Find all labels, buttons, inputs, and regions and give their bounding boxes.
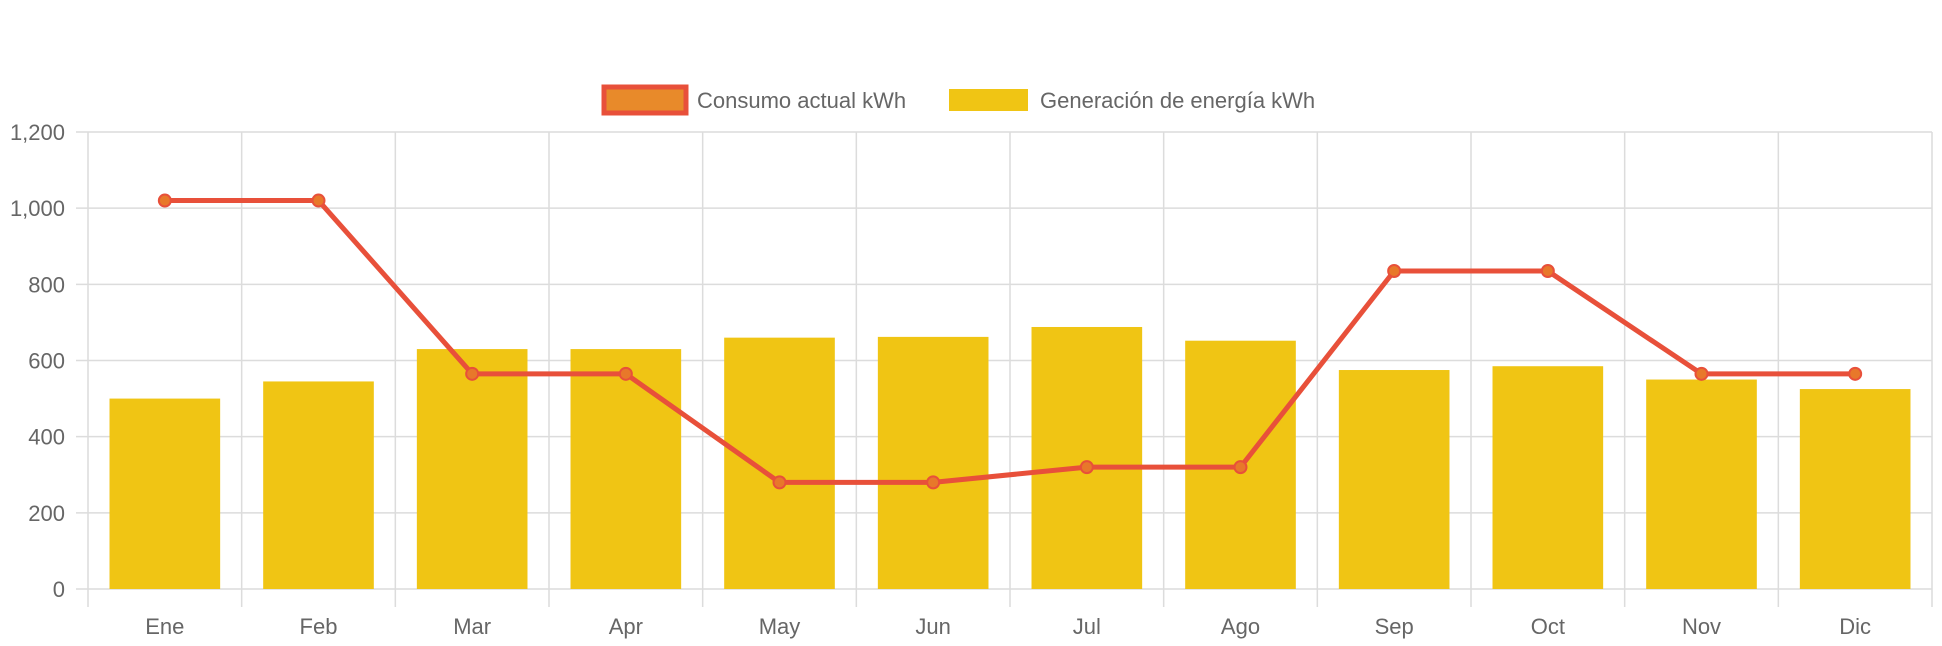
point-consumo[interactable] [1848, 366, 1863, 381]
y-tick-label: 0 [53, 577, 65, 602]
y-tick-label: 400 [28, 425, 65, 450]
bar-generacion[interactable] [109, 398, 221, 589]
point-consumo[interactable] [1540, 264, 1555, 279]
bar-generacion[interactable] [570, 349, 682, 589]
point-consumo[interactable] [465, 366, 480, 381]
bar-generacion[interactable] [263, 381, 374, 589]
bar-generacion[interactable] [1338, 370, 1450, 589]
x-tick-label: Ene [145, 614, 184, 639]
point-consumo[interactable] [1694, 366, 1709, 381]
point-consumo[interactable] [1079, 460, 1094, 475]
y-tick-label: 200 [28, 501, 65, 526]
y-tick-label: 1,000 [10, 196, 65, 221]
point-consumo[interactable] [1233, 460, 1248, 475]
legend-swatch-generacion [949, 89, 1028, 111]
grid [76, 131, 1933, 607]
bar-generacion[interactable] [416, 349, 528, 589]
legend-swatch-consumo [601, 84, 689, 116]
point-consumo[interactable] [926, 475, 941, 490]
y-tick-label: 1,200 [10, 120, 65, 145]
x-tick-label: Jul [1073, 614, 1101, 639]
y-axis: 0 200 400 600 800 1,000 1,200 [10, 120, 65, 602]
x-tick-label: Ago [1221, 614, 1260, 639]
legend: Consumo actual kWh Generación de energía… [601, 84, 1315, 116]
bar-generacion[interactable] [877, 336, 989, 589]
bar-generacion[interactable] [1031, 326, 1143, 589]
point-consumo[interactable] [311, 193, 326, 208]
point-consumo[interactable] [772, 475, 787, 490]
x-tick-label: Mar [453, 614, 491, 639]
point-consumo[interactable] [157, 193, 172, 208]
x-tick-label: Feb [300, 614, 338, 639]
bar-series-generacion [109, 326, 1911, 589]
x-tick-label: Sep [1375, 614, 1414, 639]
legend-label-generacion: Generación de energía kWh [1040, 88, 1315, 113]
line-consumo [164, 198, 1856, 485]
x-tick-label: Apr [609, 614, 643, 639]
point-consumo[interactable] [1387, 264, 1402, 279]
legend-item-consumo[interactable]: Consumo actual kWh [601, 84, 906, 116]
line-series-consumo [157, 193, 1863, 490]
x-tick-label: Jun [915, 614, 950, 639]
x-tick-label: Oct [1531, 614, 1565, 639]
bar-generacion[interactable] [1492, 366, 1604, 589]
x-tick-label: May [759, 614, 801, 639]
x-tick-label: Nov [1682, 614, 1721, 639]
legend-item-generacion[interactable]: Generación de energía kWh [949, 88, 1315, 113]
legend-label-consumo: Consumo actual kWh [697, 88, 906, 113]
x-tick-label: Dic [1839, 614, 1871, 639]
x-axis: Ene Feb Mar Apr May Jun Jul Ago Sep Oct Nov Dic [145, 614, 1871, 639]
y-tick-label: 600 [28, 349, 65, 374]
y-tick-label: 800 [28, 272, 65, 297]
point-consumo[interactable] [618, 366, 633, 381]
bar-generacion[interactable] [724, 337, 835, 589]
bar-generacion[interactable] [1799, 389, 1911, 589]
bar-generacion[interactable] [1646, 379, 1757, 589]
